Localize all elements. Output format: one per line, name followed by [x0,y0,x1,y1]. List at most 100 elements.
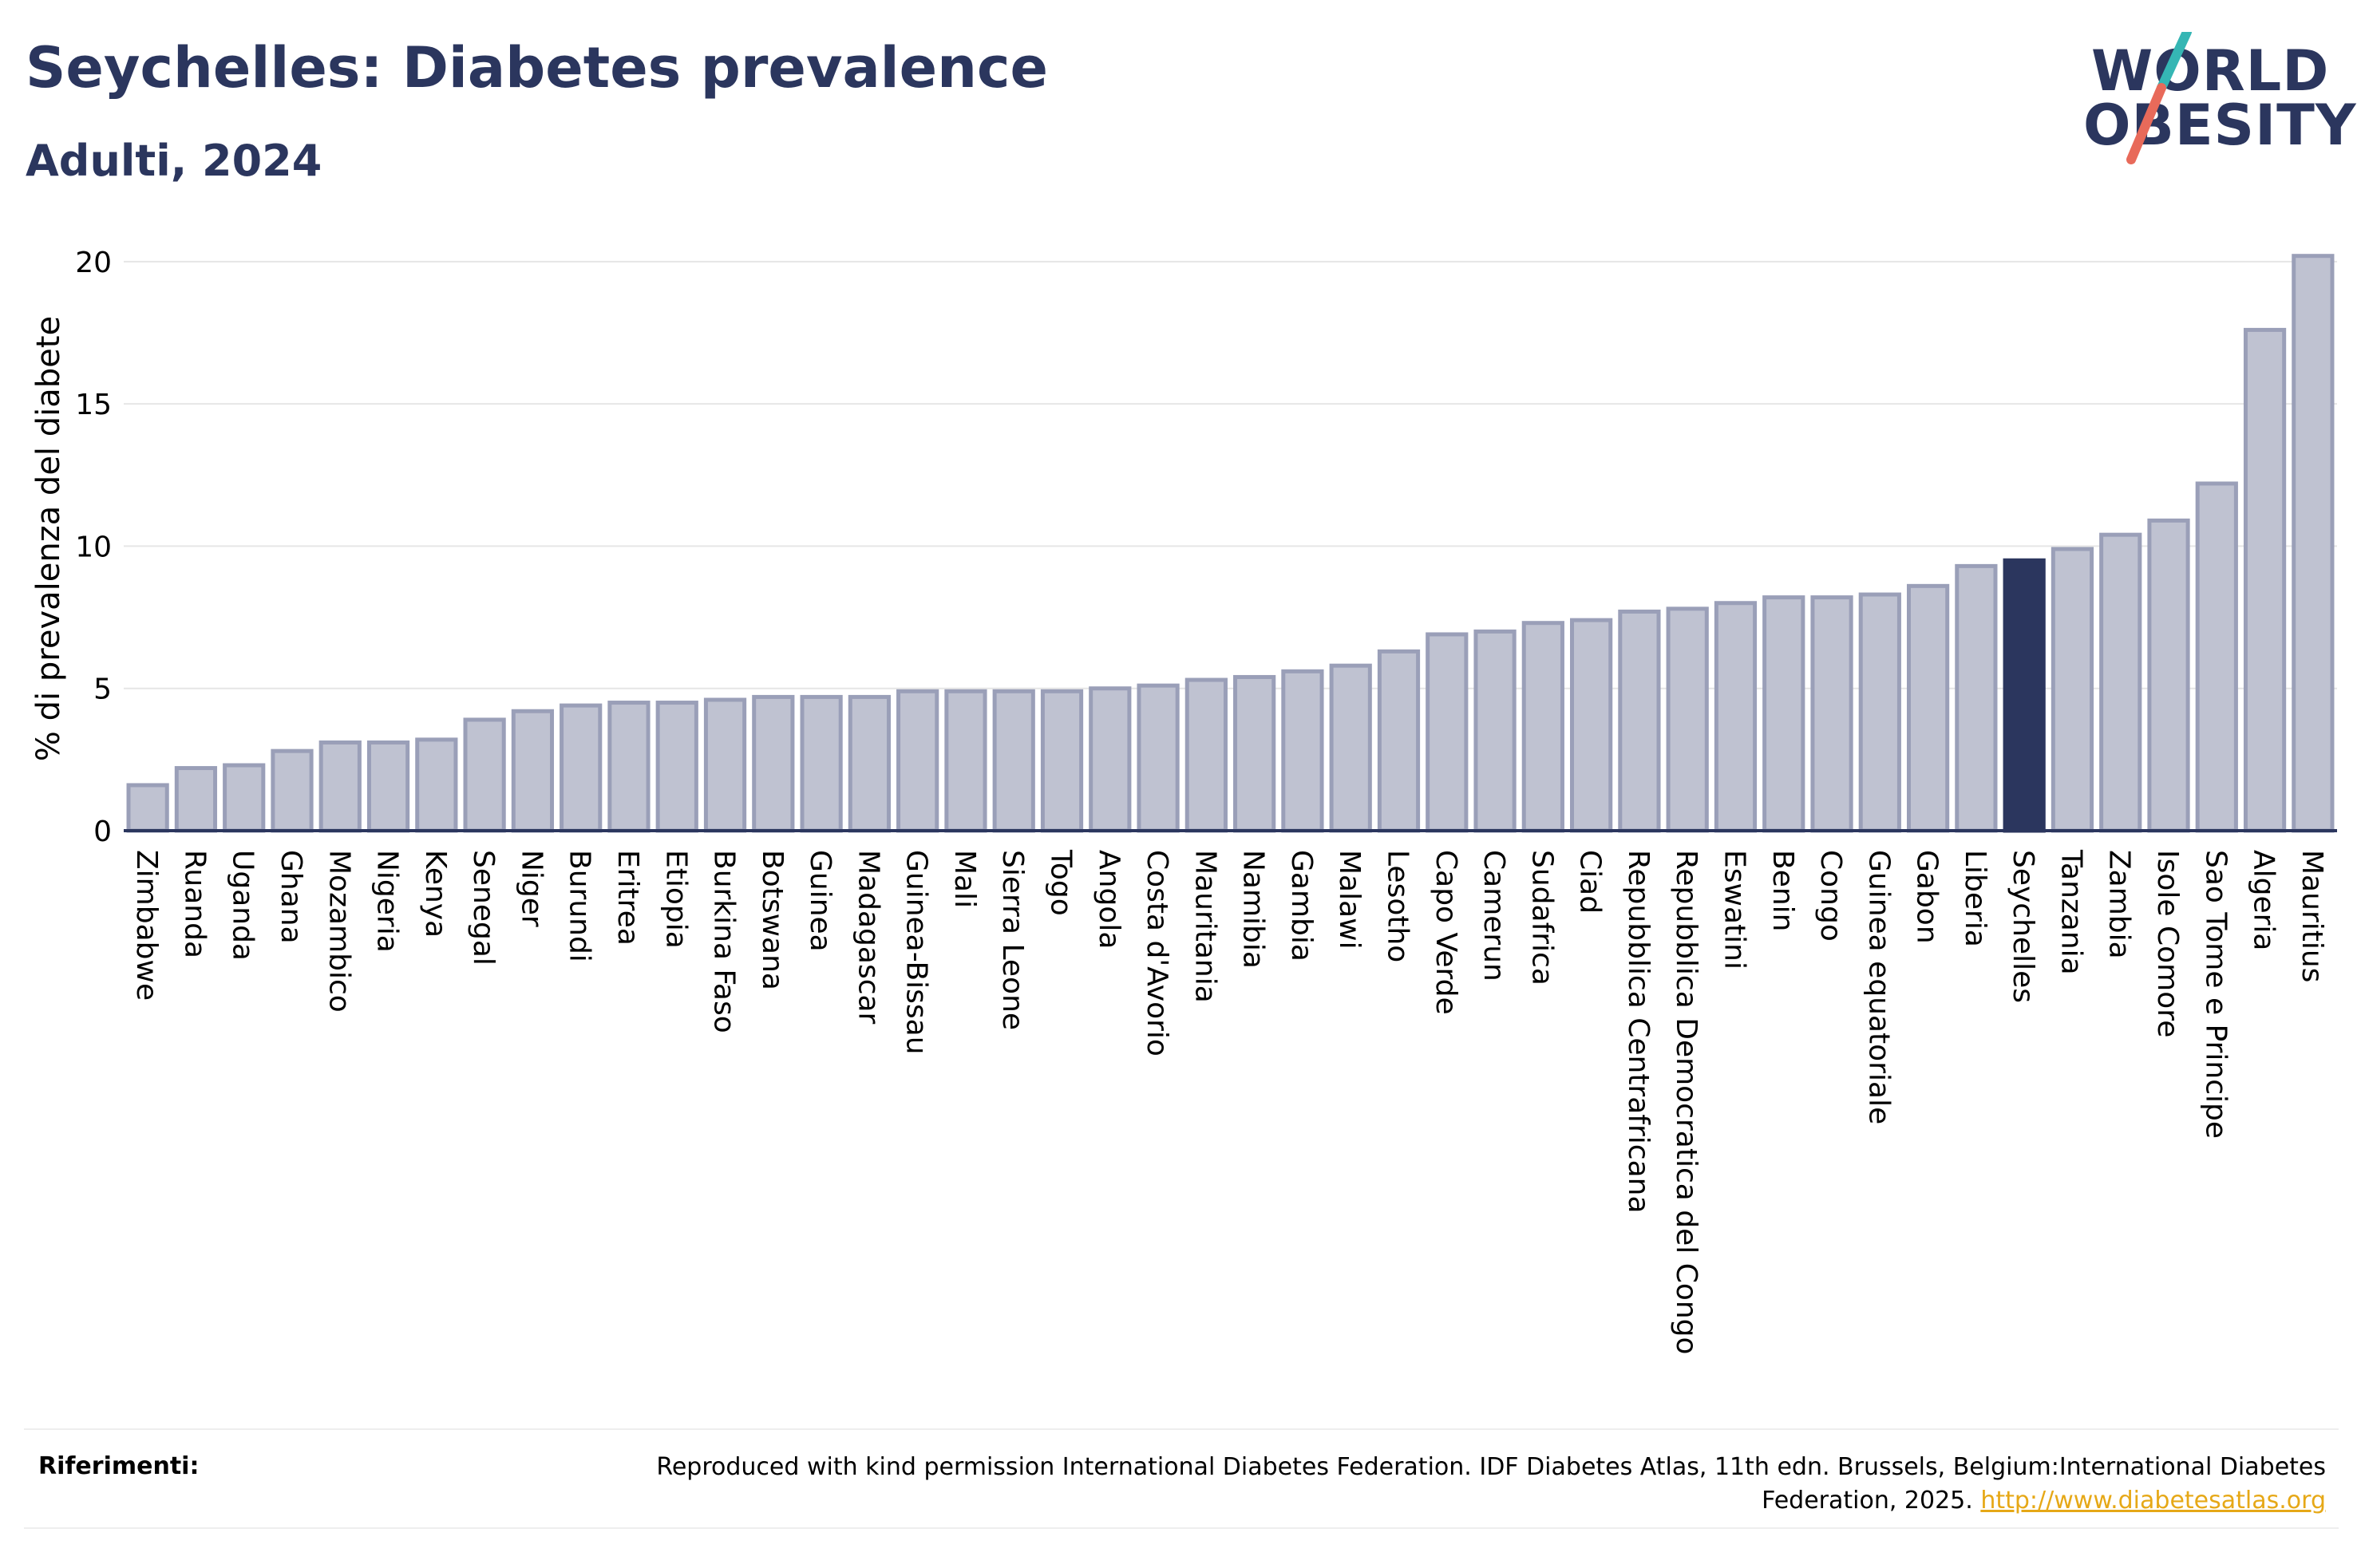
bar-ghana [271,748,314,833]
bar-repubblica-democratica-del-congo [1666,606,1709,833]
world-obesity-logo: WORLD OBESITY [2083,32,2356,168]
x-tick-label: Guinea-Bissau [900,850,933,1055]
x-tick-label: Malawi [1333,850,1366,950]
x-tick-label: Benin [1766,850,1799,931]
bar-congo [1810,595,1853,833]
bar-niger [511,709,555,833]
x-tick-label: Sierra Leone [996,850,1029,1030]
x-tick-label: Niger [515,850,548,927]
bar-seychelles [2003,558,2046,833]
y-tick-label: 20 [75,247,112,279]
page-subtitle: Adulti, 2024 [26,136,322,186]
x-tick-label: Gabon [1911,850,1944,944]
x-tick-label: Botswana [756,850,789,990]
x-tick-label: Eswatini [1718,850,1750,970]
x-tick-label: Etiopia [659,850,692,949]
bar-namibia [1233,674,1276,833]
x-tick-label: Mozambico [322,850,355,1013]
bar-camerun [1473,629,1517,833]
bar-tanzania [2051,547,2094,833]
x-tick-label: Ghana [275,850,307,944]
bar-mauritania [1184,677,1228,833]
bar-sierra-leone [992,689,1035,833]
bar-benin [1762,595,1805,833]
bar-capo-verde [1426,632,1469,833]
x-tick-label: Repubblica Democratica del Congo [1670,850,1703,1355]
bar-isole-comore [2147,518,2190,833]
bar-uganda [223,763,266,833]
x-tick-label: Eritrea [611,850,644,946]
y-axis-ticks: 0 5 10 15 20 [75,247,112,848]
bar-gambia [1281,669,1324,833]
bar-kenya [415,737,458,833]
references-text-block: Reproduced with kind permission Internat… [650,1451,2326,1518]
references-box: Riferimenti: Reproduced with kind permis… [24,1428,2339,1529]
bar-nigeria [366,740,410,833]
bar-guinea [800,694,843,833]
x-tick-label: Burundi [564,850,596,962]
x-tick-label: Zambia [2103,850,2136,959]
bar-sudafrica [1521,621,1564,833]
bar-gabon [1906,583,1950,833]
bar-sao-tome-e-principe [2195,481,2238,833]
x-tick-label: Angola [1093,850,1125,949]
x-axis-labels: Zimbabwe Ruanda Uganda Ghana Mozambico Nigeri… [130,849,2328,1355]
bar-zambia [2099,532,2142,833]
x-tick-label: Repubblica Centrafricana [1622,850,1655,1214]
y-tick-label: 10 [75,531,112,563]
x-tick-label: Madagascar [852,850,884,1025]
bar-ruanda [174,766,218,833]
bar-costa-d-avorio [1137,683,1180,833]
references-label: Riferimenti: [38,1452,200,1480]
bar-ciad [1570,618,1613,833]
logo-text-obesity: OBESITY [2083,93,2357,158]
logo-text-world: WORLD [2091,38,2330,104]
bar-liberia [1955,563,1998,833]
x-tick-label: Togo [1045,849,1078,916]
x-tick-label: Sao Tome e Principe [2199,850,2232,1139]
y-tick-label: 5 [93,673,112,706]
x-tick-label: Burkina Faso [708,850,741,1033]
x-tick-label: Guinea equatoriale [1862,850,1895,1124]
x-tick-label: Capo Verde [1430,850,1462,1015]
x-tick-label: Nigeria [371,850,404,953]
bar-eritrea [607,701,651,833]
bar-zimbabwe [126,783,169,833]
bar-eswatini [1714,601,1758,833]
x-tick-label: Sudafrica [1525,850,1558,985]
bar-etiopia [655,701,698,833]
bar-chart: 0 5 10 15 20 Zimbabwe Ruanda Uganda Ghana Mozamb… [30,247,2337,1355]
bar-lesotho [1377,649,1421,833]
x-tick-label: Tanzania [2055,849,2087,975]
x-tick-label: Mauritius [2296,850,2328,982]
bar-madagascar [848,694,891,833]
x-tick-label: Liberia [1959,850,1991,947]
bars [126,254,2335,833]
bar-burkina-faso [703,697,747,833]
x-tick-label: Namibia [1237,850,1270,969]
x-tick-label: Ruanda [178,850,211,958]
x-tick-label: Isole Comore [2151,850,2184,1037]
y-tick-label: 0 [93,816,112,848]
x-tick-label: Congo [1814,850,1847,942]
x-tick-label: Mali [948,850,981,908]
x-tick-label: Guinea [804,850,836,952]
references-text: Reproduced with kind permission Internat… [656,1453,2326,1515]
x-tick-label: Kenya [419,850,452,938]
y-axis-label: % di prevalenza del diabete [30,316,67,761]
x-tick-label: Zimbabwe [130,850,163,1001]
x-tick-label: Ciad [1574,850,1607,914]
bar-repubblica-centrafricana [1618,609,1661,833]
bar-togo [1040,689,1084,833]
x-tick-label: Costa d'Avorio [1141,850,1173,1057]
references-link[interactable]: http://www.diabetesatlas.org [1980,1487,2326,1515]
bar-mauritius [2292,254,2335,833]
x-tick-label: Seychelles [2007,850,2039,1003]
x-tick-label: Lesotho [1381,850,1414,962]
page-title: Seychelles: Diabetes prevalence [26,35,1048,101]
x-tick-label: Senegal [467,850,500,966]
bar-guinea-bissau [896,689,939,833]
bar-malawi [1329,663,1372,833]
bar-angola [1089,686,1132,833]
x-tick-label: Algeria [2248,850,2280,951]
